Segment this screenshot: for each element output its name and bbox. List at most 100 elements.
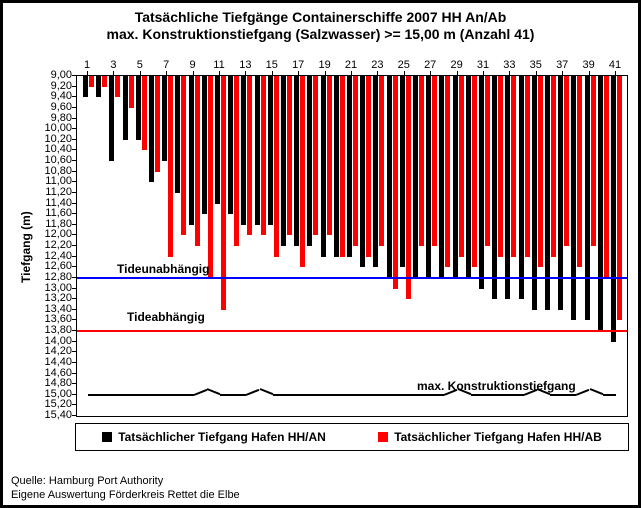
x-tick-label: 11: [209, 59, 229, 71]
bar-ab: [195, 76, 200, 246]
bar-ab: [247, 76, 252, 235]
bar-an: [519, 76, 524, 299]
max-konstr-seg: [114, 394, 127, 396]
legend-swatch-an: [102, 432, 112, 442]
max-konstr-seg: [180, 394, 193, 396]
bar-an: [532, 76, 537, 310]
y-tick-label: 15,40: [34, 409, 72, 421]
bar-ab: [208, 76, 213, 278]
x-tick-label: 1: [77, 59, 97, 71]
bar-ab: [472, 76, 477, 267]
x-tick: [272, 71, 273, 75]
bar-ab: [564, 76, 569, 246]
x-tick: [509, 71, 510, 75]
bar-ab: [327, 76, 332, 235]
chart-title: Tatsächliche Tiefgänge Containerschiffe …: [3, 3, 638, 45]
bar-an: [571, 76, 576, 320]
max-konstr-seg: [497, 394, 510, 396]
max-konstr-seg: [378, 394, 391, 396]
bar-ab: [353, 76, 358, 246]
x-tick: [562, 71, 563, 75]
bar-ab: [155, 76, 160, 172]
bar-an: [466, 76, 471, 278]
y-tick: [72, 298, 76, 299]
y-axis-label: Tiefgang (m): [19, 211, 33, 283]
max-konstr-seg: [352, 394, 365, 396]
x-tick-label: 9: [183, 59, 203, 71]
bar-an: [413, 76, 418, 278]
bar-ab: [234, 76, 239, 246]
title-line1: Tatsächliche Tiefgänge Containerschiffe …: [3, 9, 638, 26]
x-tick: [140, 71, 141, 75]
chart-container: Tatsächliche Tiefgänge Containerschiffe …: [0, 0, 641, 508]
bar-an: [109, 76, 114, 161]
x-tick-label: 19: [315, 59, 335, 71]
bar-ab: [115, 76, 120, 97]
bar-an: [611, 76, 616, 342]
y-tick: [72, 277, 76, 278]
bar-ab: [221, 76, 226, 310]
y-tick: [72, 341, 76, 342]
bar-ab: [551, 76, 556, 257]
x-tick: [430, 71, 431, 75]
max-konstr-seg: [88, 394, 101, 396]
bar-an: [545, 76, 550, 310]
bar-ab: [274, 76, 279, 257]
y-tick: [72, 266, 76, 267]
ann-maxkonstr: max. Konstruktionstiefgang: [417, 379, 576, 393]
bar-ab: [591, 76, 596, 246]
max-konstr-seg: [339, 394, 352, 396]
bar-ab: [419, 76, 424, 246]
bar-an: [360, 76, 365, 267]
x-tick-label: 37: [552, 59, 572, 71]
max-konstr-seg: [193, 389, 207, 396]
x-tick-label: 31: [473, 59, 493, 71]
max-konstr-seg: [431, 394, 444, 396]
max-konstr-seg: [286, 394, 299, 396]
y-tick: [72, 96, 76, 97]
y-tick: [72, 139, 76, 140]
x-tick-label: 23: [367, 59, 387, 71]
legend: Tatsächlicher Tiefgang Hafen HH/AN Tatsä…: [75, 423, 629, 451]
bar-ab: [89, 76, 94, 87]
bar-ab: [459, 76, 464, 257]
bar-an: [268, 76, 273, 225]
max-konstr-seg: [312, 394, 325, 396]
ann-tideunabh: Tideunabhängig: [117, 262, 209, 276]
x-tick-label: 27: [420, 59, 440, 71]
bar-ab: [432, 76, 437, 246]
x-tick: [457, 71, 458, 75]
max-konstr-seg: [484, 394, 497, 396]
x-tick-label: 29: [447, 59, 467, 71]
bar-an: [307, 76, 312, 246]
max-konstr-seg: [589, 389, 603, 396]
legend-swatch-ab: [378, 432, 388, 442]
x-tick: [113, 71, 114, 75]
bar-an: [228, 76, 233, 214]
y-tick: [72, 256, 76, 257]
bar-an: [479, 76, 484, 289]
x-tick: [589, 71, 590, 75]
y-tick: [72, 415, 76, 416]
max-konstr-seg: [101, 394, 114, 396]
max-konstr-seg: [220, 394, 233, 396]
max-konstr-seg: [471, 394, 484, 396]
x-tick-label: 35: [526, 59, 546, 71]
bar-ab: [393, 76, 398, 289]
bar-ab: [511, 76, 516, 257]
legend-item-an: Tatsächlicher Tiefgang Hafen HH/AN: [102, 430, 326, 444]
max-konstr-seg: [167, 394, 180, 396]
max-konstr-seg: [392, 394, 405, 396]
max-konstr-seg: [233, 394, 246, 396]
legend-label-an: Tatsächlicher Tiefgang Hafen HH/AN: [118, 430, 326, 444]
bar-ab: [379, 76, 384, 246]
x-tick: [483, 71, 484, 75]
y-tick: [72, 181, 76, 182]
y-tick: [72, 107, 76, 108]
bar-an: [439, 76, 444, 278]
bar-an: [400, 76, 405, 267]
max-konstr-seg: [405, 394, 418, 396]
bar-an: [334, 76, 339, 257]
bar-an: [373, 76, 378, 267]
bar-ab: [168, 76, 173, 257]
